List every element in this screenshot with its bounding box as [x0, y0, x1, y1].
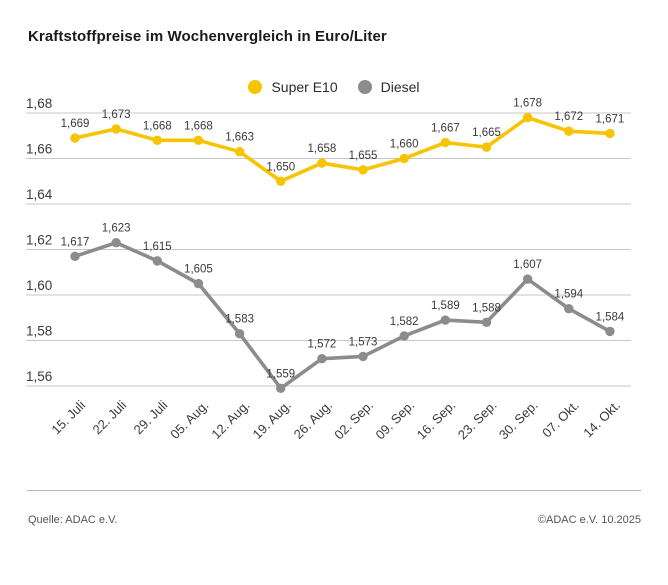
data-point-marker-super-e10 [276, 176, 286, 186]
line-chart: 1,68 1,66 1,64 1,62 1,60 1,58 1,56 15. Juli 22. … [26, 96, 631, 443]
data-point-label-super-e10: 1,655 [349, 150, 378, 162]
footer-divider [27, 490, 641, 491]
data-point-marker-super-e10 [522, 112, 533, 123]
y-tick-label: 1,64 [26, 187, 53, 202]
data-point-marker-diesel [234, 328, 245, 339]
data-point-label-diesel: 1,589 [431, 300, 460, 312]
data-point-marker-super-e10 [399, 153, 409, 164]
data-point-label-diesel: 1,559 [266, 368, 295, 380]
x-tick-label: 23. Sep. [455, 398, 500, 443]
chart-legend: Super E10 Diesel [0, 79, 668, 95]
super-e10-dot-icon [248, 80, 263, 94]
data-point-label-diesel: 1,623 [102, 223, 131, 235]
x-tick-label: 29. Juli [131, 397, 171, 437]
data-point-marker-diesel [399, 331, 409, 341]
data-point-marker-super-e10 [605, 128, 615, 139]
x-tick-label: 15. Juli [48, 397, 88, 437]
y-tick-label: 1,68 [26, 96, 52, 111]
x-tick-label: 19. Aug. [250, 398, 294, 442]
x-tick-label: 14. Okt. [580, 398, 623, 441]
data-point-label-diesel: 1,607 [513, 259, 542, 271]
series-line-super-e10 [73, 115, 612, 184]
data-point-marker-diesel [358, 351, 368, 362]
data-point-label-super-e10: 1,660 [390, 139, 419, 151]
x-tick-label: 22. Juli [90, 397, 130, 437]
data-point-label-super-e10: 1,669 [61, 118, 90, 130]
data-point-marker-super-e10 [564, 126, 574, 136]
data-point-marker-super-e10 [193, 135, 204, 145]
data-point-label-super-e10: 1,668 [143, 120, 172, 132]
data-point-marker-diesel [111, 237, 121, 248]
y-tick-label: 1,62 [26, 233, 52, 248]
data-point-marker-diesel [481, 317, 492, 327]
data-point-label-diesel: 1,617 [61, 236, 90, 248]
data-point-label-super-e10: 1,650 [266, 161, 295, 173]
data-point-label-super-e10: 1,665 [472, 127, 501, 139]
x-tick-label: 07. Okt. [539, 398, 582, 441]
data-point-label-diesel: 1,572 [308, 339, 337, 351]
data-point-marker-diesel [193, 278, 204, 289]
data-point-label-diesel: 1,584 [596, 311, 625, 323]
y-tick-label: 1,56 [26, 369, 52, 384]
data-point-marker-diesel [276, 383, 286, 393]
data-point-label-super-e10: 1,671 [596, 113, 625, 125]
data-point-label-super-e10: 1,663 [225, 132, 254, 144]
data-point-marker-diesel [152, 256, 162, 266]
data-point-label-diesel: 1,583 [225, 314, 254, 326]
x-tick-label: 16. Sep. [414, 398, 459, 443]
data-point-label-super-e10: 1,672 [554, 111, 583, 123]
data-point-marker-super-e10 [70, 133, 80, 143]
data-point-marker-super-e10 [358, 165, 368, 175]
chart-title: Kraftstoffpreise im Wochenvergleich in E… [28, 28, 387, 45]
data-point-label-super-e10: 1,667 [431, 123, 460, 135]
data-point-marker-diesel [440, 315, 451, 325]
data-point-marker-super-e10 [481, 142, 492, 152]
y-tick-label: 1,60 [26, 278, 52, 293]
data-point-label-diesel: 1,573 [349, 336, 378, 348]
data-point-label-super-e10: 1,668 [184, 120, 213, 132]
x-tick-label: 26. Aug. [291, 398, 335, 442]
series-line-diesel [73, 240, 612, 391]
data-point-marker-super-e10 [111, 124, 121, 134]
data-point-marker-diesel [564, 303, 574, 314]
x-tick-label: 05. Aug. [167, 398, 211, 442]
data-point-marker-super-e10 [234, 146, 245, 157]
legend-label-diesel: Diesel [380, 79, 420, 95]
data-point-marker-super-e10 [440, 137, 451, 148]
legend-item-diesel: Diesel [357, 79, 420, 95]
data-point-label-super-e10: 1,658 [308, 143, 337, 155]
data-point-marker-diesel [522, 274, 533, 284]
data-point-label-super-e10: 1,678 [513, 98, 542, 110]
x-tick-label: 02. Sep. [331, 398, 376, 443]
x-tick-label: 30. Sep. [496, 398, 541, 443]
source-note: Quelle: ADAC e.V. [28, 514, 118, 526]
legend-item-super-e10: Super E10 [248, 79, 338, 95]
diesel-dot-icon [357, 80, 372, 94]
data-point-label-diesel: 1,582 [390, 316, 419, 328]
y-tick-label: 1,66 [26, 142, 52, 157]
data-point-label-diesel: 1,594 [554, 289, 583, 301]
data-point-marker-diesel [605, 326, 615, 337]
x-tick-label: 12. Aug. [208, 398, 252, 442]
x-tick-label: 09. Sep. [372, 398, 417, 443]
y-tick-label: 1,58 [26, 324, 52, 339]
data-point-marker-diesel [70, 251, 80, 262]
data-point-label-diesel: 1,615 [143, 241, 172, 253]
data-point-label-diesel: 1,605 [184, 264, 213, 276]
legend-label-super-e10: Super E10 [271, 79, 338, 95]
data-point-marker-super-e10 [317, 158, 327, 168]
data-point-label-super-e10: 1,673 [102, 109, 131, 121]
data-point-marker-super-e10 [152, 135, 162, 145]
copyright-note: ©ADAC e.V. 10.2025 [537, 514, 641, 526]
data-point-marker-diesel [317, 354, 327, 364]
data-point-label-diesel: 1,588 [472, 302, 501, 314]
